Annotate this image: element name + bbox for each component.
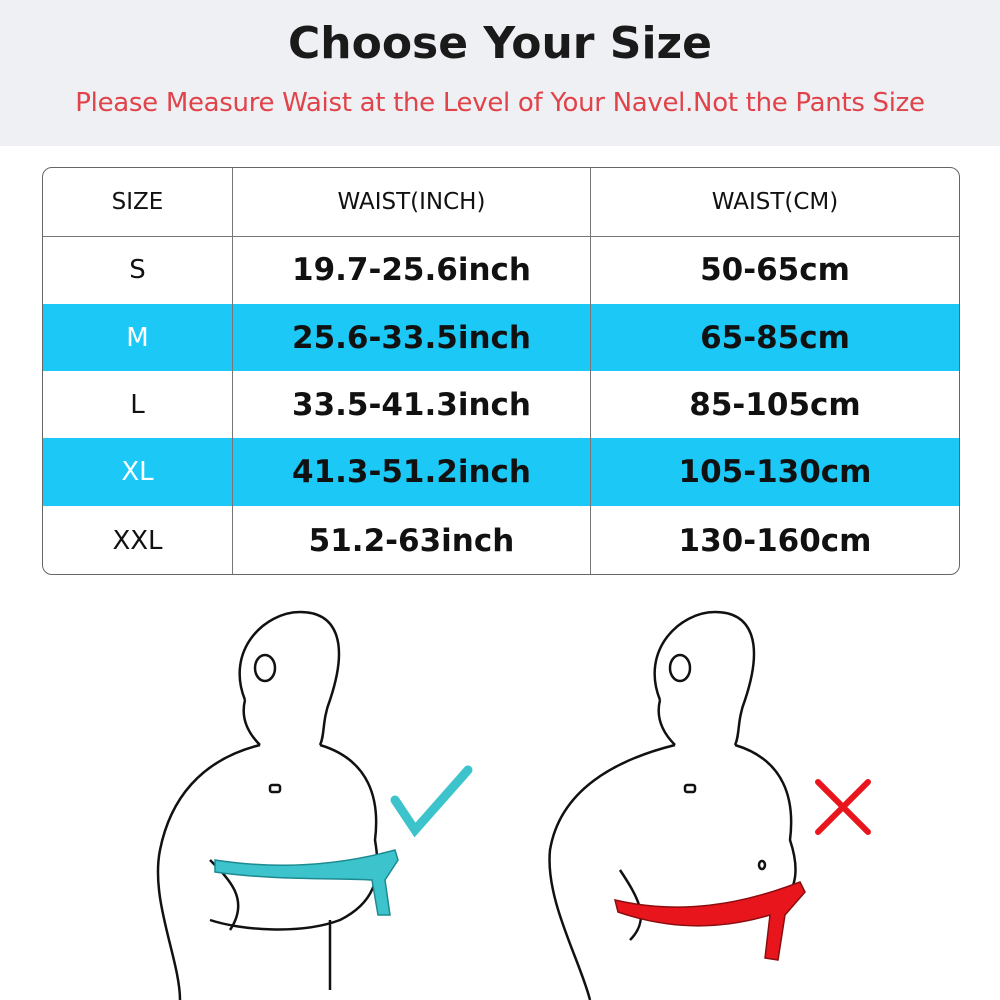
waist-cm-cell: 85-105cm — [689, 386, 861, 423]
waist-cm-cell: 130-160cm — [678, 523, 872, 559]
cross-icon — [815, 779, 871, 835]
waist-inch-cell: 51.2-63inch — [233, 506, 591, 574]
waist-inch-cell: 19.7-25.6inch — [233, 236, 591, 304]
correct-figure — [156, 610, 379, 1000]
size-cell: XXL — [43, 506, 233, 574]
size-table: SIZE WAIST(INCH) WAIST(CM) S 19.7-25.6in… — [42, 167, 960, 575]
table-row: M 25.6-33.5inch 65-85cm — [43, 304, 959, 371]
waist-cm-cell: 65-85cm — [700, 319, 850, 356]
waist-inch-cell: 25.6-33.5inch — [233, 304, 591, 371]
size-cell: L — [43, 371, 233, 438]
tape-measure-incorrect — [613, 881, 806, 961]
size-cell: S — [43, 236, 233, 304]
page-subtitle: Please Measure Waist at the Level of You… — [75, 88, 925, 118]
page-title: Choose Your Size — [287, 18, 713, 69]
incorrect-figure — [548, 610, 797, 1000]
waist-cm-cell: 50-65cm — [700, 252, 850, 288]
waist-cm-cell: 105-130cm — [678, 454, 872, 490]
column-header-size: SIZE — [43, 168, 233, 236]
tape-measure-correct — [214, 849, 399, 916]
waist-inch-cell: 41.3-51.2inch — [233, 438, 591, 506]
measurement-illustrations — [156, 610, 871, 1000]
table-row: S 19.7-25.6inch 50-65cm — [43, 236, 959, 304]
check-icon — [390, 765, 473, 838]
table-row: L 33.5-41.3inch 85-105cm — [43, 371, 959, 438]
table-row: XL 41.3-51.2inch 105-130cm — [43, 438, 959, 506]
header-banner: Choose Your Size Please Measure Waist at… — [0, 0, 1000, 146]
size-cell: XL — [43, 438, 233, 506]
table-header-row: SIZE WAIST(INCH) WAIST(CM) — [43, 168, 959, 237]
column-header-waist-inch: WAIST(INCH) — [233, 168, 591, 236]
column-header-waist-cm: WAIST(CM) — [711, 189, 839, 215]
waist-inch-cell: 33.5-41.3inch — [233, 371, 591, 438]
size-cell: M — [43, 304, 233, 371]
table-row: XXL 51.2-63inch 130-160cm — [43, 506, 959, 574]
